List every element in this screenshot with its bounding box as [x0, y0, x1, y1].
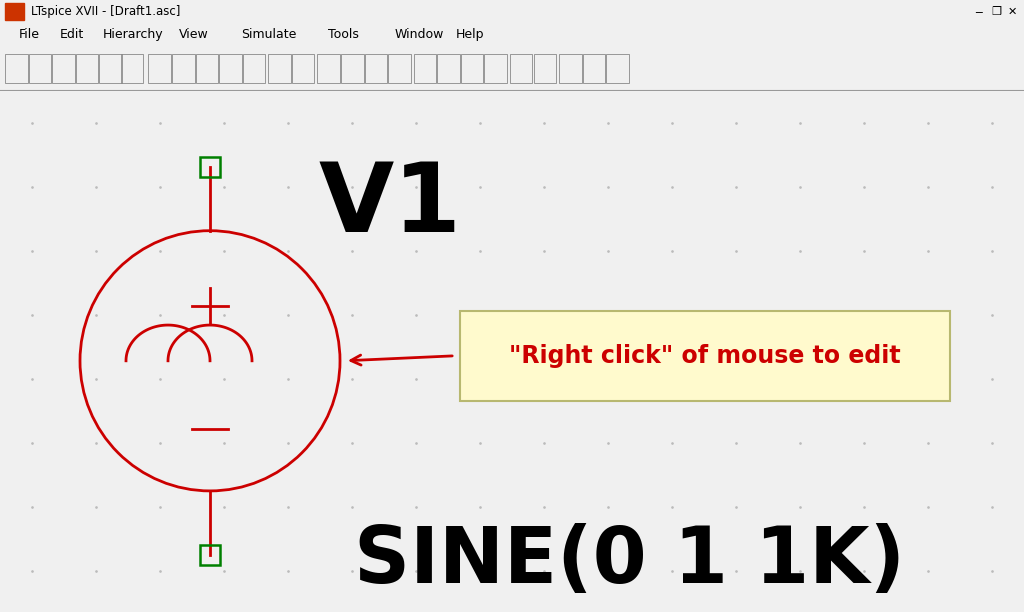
Bar — [52, 54, 75, 83]
Bar — [341, 54, 364, 83]
Text: Help: Help — [456, 28, 484, 42]
Bar — [29, 54, 51, 83]
Text: "Right click" of mouse to edit: "Right click" of mouse to edit — [509, 344, 901, 368]
Bar — [172, 54, 195, 83]
Text: LTspice XVII - [Draft1.asc]: LTspice XVII - [Draft1.asc] — [31, 5, 180, 18]
Bar — [365, 54, 387, 83]
Text: Tools: Tools — [328, 28, 358, 42]
Bar — [484, 54, 507, 83]
Bar — [559, 54, 582, 83]
Bar — [243, 54, 265, 83]
Text: Simulate: Simulate — [241, 28, 296, 42]
Bar — [388, 54, 411, 83]
Bar — [99, 54, 122, 83]
Bar — [268, 54, 291, 83]
Bar — [437, 54, 460, 83]
Text: View: View — [179, 28, 209, 42]
Text: V1: V1 — [318, 159, 462, 252]
Bar — [461, 54, 483, 83]
Text: Window: Window — [394, 28, 443, 42]
Bar — [510, 54, 532, 83]
Bar — [148, 54, 171, 83]
Text: Hierarchy: Hierarchy — [102, 28, 163, 42]
Bar — [121, 54, 143, 83]
Bar — [76, 54, 98, 83]
Text: File: File — [18, 28, 40, 42]
Bar — [200, 545, 220, 565]
Bar — [292, 54, 314, 83]
Bar — [196, 54, 218, 83]
Text: SINE(0 1 1K): SINE(0 1 1K) — [354, 523, 905, 599]
Bar — [414, 54, 436, 83]
Text: ─: ─ — [975, 7, 982, 17]
Text: Edit: Edit — [59, 28, 84, 42]
Bar — [317, 54, 340, 83]
Bar — [583, 54, 605, 83]
Text: ✕: ✕ — [1008, 7, 1017, 17]
Bar — [460, 311, 950, 401]
Bar — [606, 54, 629, 83]
Bar — [5, 4, 24, 20]
Bar — [5, 54, 28, 83]
Text: ❒: ❒ — [991, 7, 1001, 17]
Bar — [200, 157, 220, 177]
Bar — [219, 54, 242, 83]
Bar — [534, 54, 556, 83]
